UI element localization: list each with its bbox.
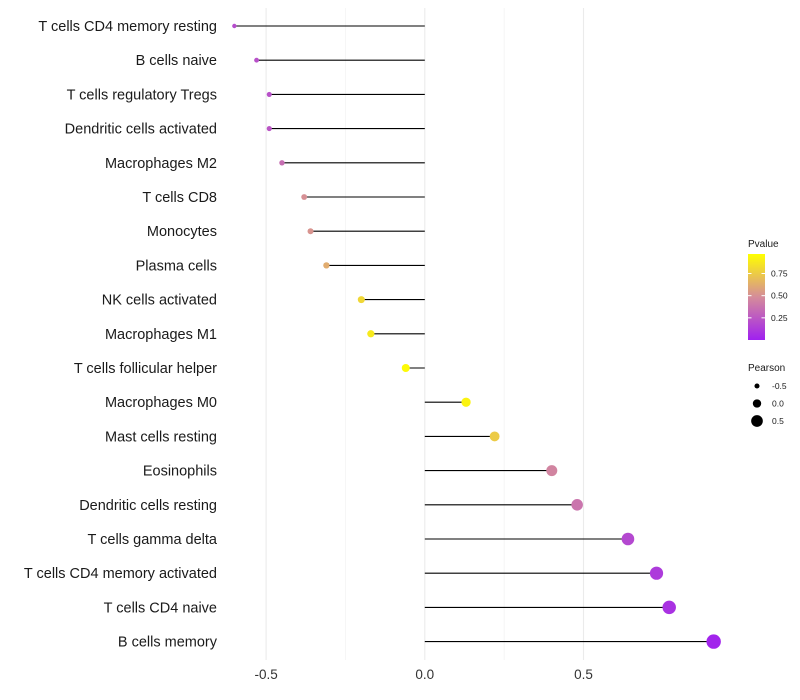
lollipop-dot [254, 57, 259, 63]
lollipop-dot [301, 194, 308, 200]
category-label: T cells CD8 [142, 190, 217, 206]
pvalue-colorbar [748, 254, 765, 340]
x-tick-label: 0.5 [574, 667, 593, 682]
pearson-legend: Pearson -0.5 0.0 0.5 [748, 363, 787, 427]
lollipop-dot [266, 126, 272, 132]
category-label: Plasma cells [136, 258, 217, 274]
lollipop-dot [621, 532, 635, 546]
colorbar-tick-label: 0.75 [771, 269, 788, 279]
lollipop-dots [232, 23, 721, 649]
lollipop-dot [706, 634, 721, 649]
category-label: T cells CD4 memory activated [24, 566, 217, 582]
category-label: Monocytes [147, 224, 217, 240]
lollipop-dot [367, 330, 375, 338]
x-tick-label: -0.5 [254, 667, 277, 682]
pearson-legend-dot [754, 383, 760, 389]
pearson-legend-dot [752, 399, 762, 408]
pvalue-legend: Pvalue 0.25 0.50 0.75 [748, 239, 788, 340]
lollipop-stems [234, 25, 714, 643]
category-label: Macrophages M0 [105, 395, 217, 411]
pearson-legend-label: 0.5 [772, 416, 784, 426]
category-label: Dendritic cells resting [79, 498, 217, 514]
lollipop-dot [401, 364, 410, 372]
category-label: NK cells activated [102, 293, 217, 309]
category-label: Macrophages M1 [105, 327, 217, 343]
lollipop-dot [489, 431, 500, 442]
lollipop-dot [649, 566, 664, 580]
category-label: T cells gamma delta [88, 532, 218, 548]
lollipop-dot [662, 600, 676, 615]
lollipop-dot [571, 499, 583, 511]
category-label: T cells follicular helper [74, 361, 217, 377]
category-label: Macrophages M2 [105, 156, 217, 172]
pearson-legend-items: -0.5 0.0 0.5 [751, 381, 787, 427]
pearson-legend-dot [751, 415, 763, 427]
category-label: T cells regulatory Tregs [67, 87, 217, 103]
x-tick-label: 0.0 [415, 667, 434, 682]
lollipop-dot [307, 228, 314, 235]
category-label: Mast cells resting [105, 429, 217, 445]
category-label: Dendritic cells activated [65, 122, 217, 138]
pvalue-legend-title: Pvalue [748, 239, 779, 250]
category-label: T cells CD4 memory resting [38, 19, 217, 35]
x-axis-ticks: -0.5 0.0 0.5 [254, 667, 592, 682]
category-label: Eosinophils [143, 464, 217, 480]
lollipop-dot [546, 465, 558, 477]
pearson-legend-title: Pearson [748, 363, 785, 374]
colorbar-tick-label: 0.25 [771, 313, 788, 323]
lollipop-dot [279, 160, 285, 166]
lollipop-dot [461, 397, 471, 407]
lollipop-dot [357, 296, 365, 304]
pvalue-colorbar-ticks: 0.25 0.50 0.75 [748, 269, 788, 323]
lollipop-dot [232, 23, 237, 29]
lollipop-dot [266, 91, 272, 97]
pearson-legend-label: -0.5 [772, 381, 787, 391]
lollipop-dot [323, 262, 330, 269]
grid-lines [265, 8, 585, 660]
category-labels: T cells CD4 memory resting B cells naive T… [24, 19, 218, 651]
category-label: B cells naive [136, 53, 217, 69]
pearson-legend-label: 0.0 [772, 399, 784, 409]
category-label: B cells memory [118, 635, 218, 651]
category-label: T cells CD4 naive [104, 600, 217, 616]
colorbar-tick-label: 0.50 [771, 291, 788, 301]
